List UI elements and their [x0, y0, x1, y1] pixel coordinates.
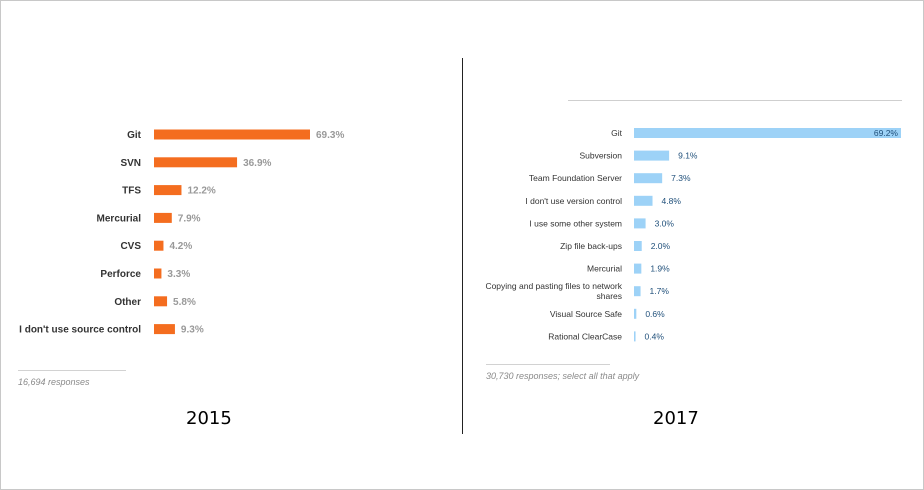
bar-2017: [634, 308, 637, 319]
footnote-rule-2017: [486, 364, 610, 365]
year-label-2017: 2017: [653, 408, 699, 429]
category-label-2015: Git: [127, 130, 142, 141]
value-label-2015: 7.9%: [178, 213, 201, 224]
value-label-2015: 3.3%: [167, 269, 190, 280]
category-label-2015: CVS: [120, 241, 141, 252]
bar-2015: [154, 240, 164, 251]
category-label-2017: Mercurial: [587, 264, 622, 274]
value-label-2015: 9.3%: [181, 325, 204, 336]
category-label-2017: Visual Source Safe: [550, 309, 622, 319]
value-label-2017: 9.1%: [678, 151, 698, 161]
category-label-2017: I use some other system: [529, 218, 622, 228]
bar-2015: [154, 212, 172, 223]
category-label-2015: Other: [114, 297, 141, 308]
value-label-2015: 36.9%: [243, 158, 271, 169]
category-label-2017: Git: [611, 128, 623, 138]
bar-2017: [634, 173, 663, 184]
bar-2015: [154, 185, 182, 196]
category-label-2015: TFS: [122, 186, 141, 197]
bar-2015: [154, 129, 310, 140]
category-label-2015: SVN: [120, 158, 141, 169]
bar-2017: [634, 150, 670, 161]
bar-2017: [634, 286, 641, 297]
bar-2017: [634, 331, 636, 342]
responses-2017: 30,730 responses; select all that apply: [486, 371, 640, 381]
value-label-2017: 1.9%: [650, 264, 670, 274]
value-label-2017: 1.7%: [650, 286, 670, 296]
value-label-2017: 69.2%: [874, 128, 899, 138]
footnote-rule-2015: [18, 370, 126, 371]
panel-divider: [462, 58, 463, 434]
value-label-2017: 7.3%: [671, 173, 691, 183]
category-label-2015: Mercurial: [97, 213, 142, 224]
bar-2015: [154, 324, 175, 335]
bar-2017: [634, 263, 642, 274]
category-label-2015: Perforce: [100, 269, 141, 280]
value-label-2017: 4.8%: [662, 196, 682, 206]
bar-2017: [634, 128, 901, 138]
category-label-2017: Team Foundation Server: [529, 173, 622, 183]
bar-2017: [634, 195, 653, 206]
value-label-2017: 0.4%: [645, 331, 665, 341]
category-label-2017: Rational ClearCase: [548, 331, 622, 341]
bar-2015: [154, 268, 162, 279]
bar-2017: [634, 218, 646, 229]
chart-2017-top-rule: [568, 100, 902, 101]
category-label-2017: Zip file back-ups: [560, 241, 622, 251]
bar-2015: [154, 296, 168, 307]
responses-2015: 16,694 responses: [18, 377, 90, 387]
category-label-2017: Subversion: [579, 151, 622, 161]
value-label-2017: 3.0%: [655, 218, 675, 228]
category-label-2017: I don't use version control: [525, 196, 622, 206]
bar-2015: [154, 157, 238, 168]
value-label-2015: 69.3%: [316, 130, 344, 141]
bar-2017: [634, 241, 642, 251]
category-label-2017: Copying and pasting files to network shar…: [485, 281, 622, 301]
year-label-2015: 2015: [186, 408, 232, 429]
value-label-2015: 4.2%: [169, 241, 192, 252]
category-label-2015: I don't use source control: [19, 325, 141, 336]
value-label-2015: 12.2%: [187, 186, 215, 197]
value-label-2015: 5.8%: [173, 297, 196, 308]
value-label-2017: 2.0%: [651, 241, 671, 251]
value-label-2017: 0.6%: [645, 309, 665, 319]
